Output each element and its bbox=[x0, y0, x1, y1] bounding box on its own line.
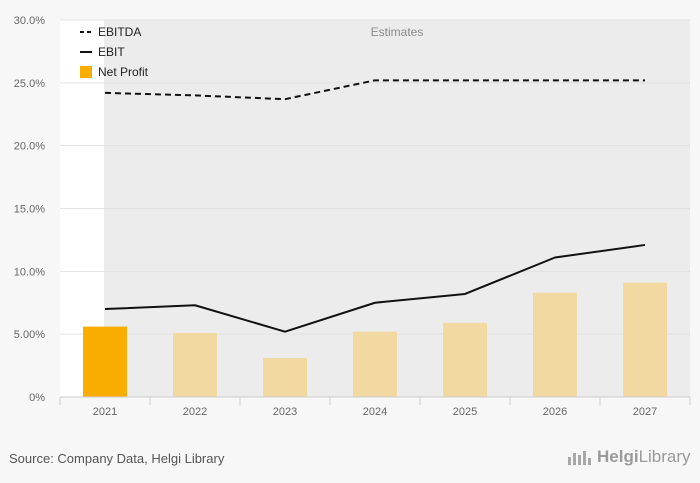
series-lines bbox=[104, 79, 646, 333]
x-tick-label: 2023 bbox=[273, 406, 297, 418]
y-tick-label: 5.00% bbox=[14, 329, 45, 341]
x-tick-label: 2021 bbox=[93, 406, 117, 418]
y-tick-label: 15.0% bbox=[14, 204, 45, 216]
x-tick-label: 2027 bbox=[633, 406, 657, 418]
y-tick-label: 0% bbox=[29, 392, 45, 404]
x-tick-label: 2024 bbox=[363, 406, 387, 418]
net-profit-bar bbox=[533, 292, 577, 397]
net-profit-bar bbox=[623, 282, 667, 397]
net-profit-bar bbox=[353, 331, 397, 397]
legend-swatch-net-profit bbox=[80, 66, 92, 78]
legend-label-net-profit: Net Profit bbox=[98, 65, 149, 79]
legend: EBITDA EBIT Net Profit bbox=[80, 25, 149, 79]
net-profit-bars bbox=[83, 282, 667, 397]
legend-label-ebit: EBIT bbox=[98, 45, 125, 59]
estimates-label: Estimates bbox=[371, 25, 424, 39]
x-tick-label: 2026 bbox=[543, 406, 567, 418]
logo-word-library: Library bbox=[638, 447, 691, 466]
net-profit-bar bbox=[443, 322, 487, 397]
y-tick-label: 25.0% bbox=[14, 78, 45, 90]
y-tick-label: 30.0% bbox=[14, 15, 45, 27]
axes: 0% 5.00% 10.0% 15.0% 20.0% 25.0% 30.0% 2021 2022… bbox=[14, 15, 691, 418]
net-profit-bar bbox=[83, 326, 127, 397]
net-profit-bar bbox=[173, 332, 217, 397]
source-note: Source: Company Data, Helgi Library bbox=[9, 451, 225, 466]
ebitda-line bbox=[104, 79, 645, 101]
ebit-line bbox=[104, 243, 646, 333]
x-tick-label: 2022 bbox=[183, 406, 207, 418]
x-tick-label: 2025 bbox=[453, 406, 477, 418]
helgi-library-logo[interactable]: HelgiLibrary bbox=[567, 447, 691, 467]
net-profit-bar bbox=[263, 358, 307, 397]
bar-chart-icon bbox=[568, 451, 591, 465]
y-tick-label: 10.0% bbox=[14, 266, 45, 278]
y-tick-label: 20.0% bbox=[14, 141, 45, 153]
logo-word-helgi: Helgi bbox=[597, 447, 639, 466]
legend-label-ebitda: EBITDA bbox=[98, 25, 141, 39]
